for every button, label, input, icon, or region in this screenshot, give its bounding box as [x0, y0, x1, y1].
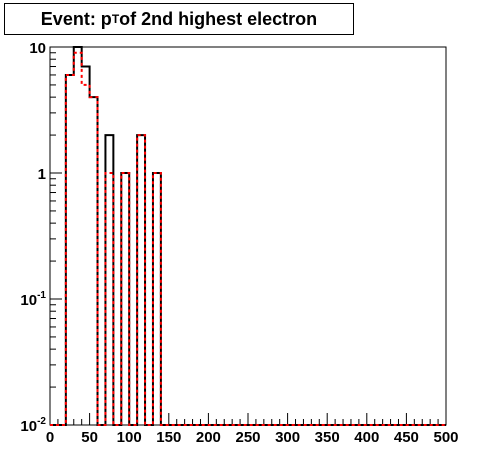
x-tick-label: 200 [196, 429, 221, 446]
histogram-series-red [50, 51, 446, 426]
y-tick-label: 1 [38, 166, 46, 183]
chart-title-prefix: Event: p [40, 8, 112, 29]
x-tick-label: 0 [46, 429, 54, 446]
x-tick-label: 150 [156, 429, 181, 446]
x-tick-label: 450 [394, 429, 419, 446]
x-tick-label: 500 [433, 429, 458, 446]
x-tick-label: 300 [275, 429, 300, 446]
y-tick-label: 10-1 [20, 290, 46, 309]
y-tick-label: 10-2 [20, 416, 46, 435]
x-tick-label: 100 [117, 429, 142, 446]
histogram-series-black [50, 46, 446, 426]
y-tick-label: 10 [29, 40, 46, 57]
x-tick-label: 400 [354, 429, 379, 446]
plot-frame [49, 46, 447, 426]
x-tick-label: 350 [315, 429, 340, 446]
x-tick-label: 250 [235, 429, 260, 446]
x-tick-label: 50 [81, 429, 98, 446]
chart-title-suffix: of 2nd highest electron [119, 8, 318, 29]
y-tick-exponent: -2 [37, 416, 46, 427]
y-tick-exponent: -1 [37, 290, 46, 301]
